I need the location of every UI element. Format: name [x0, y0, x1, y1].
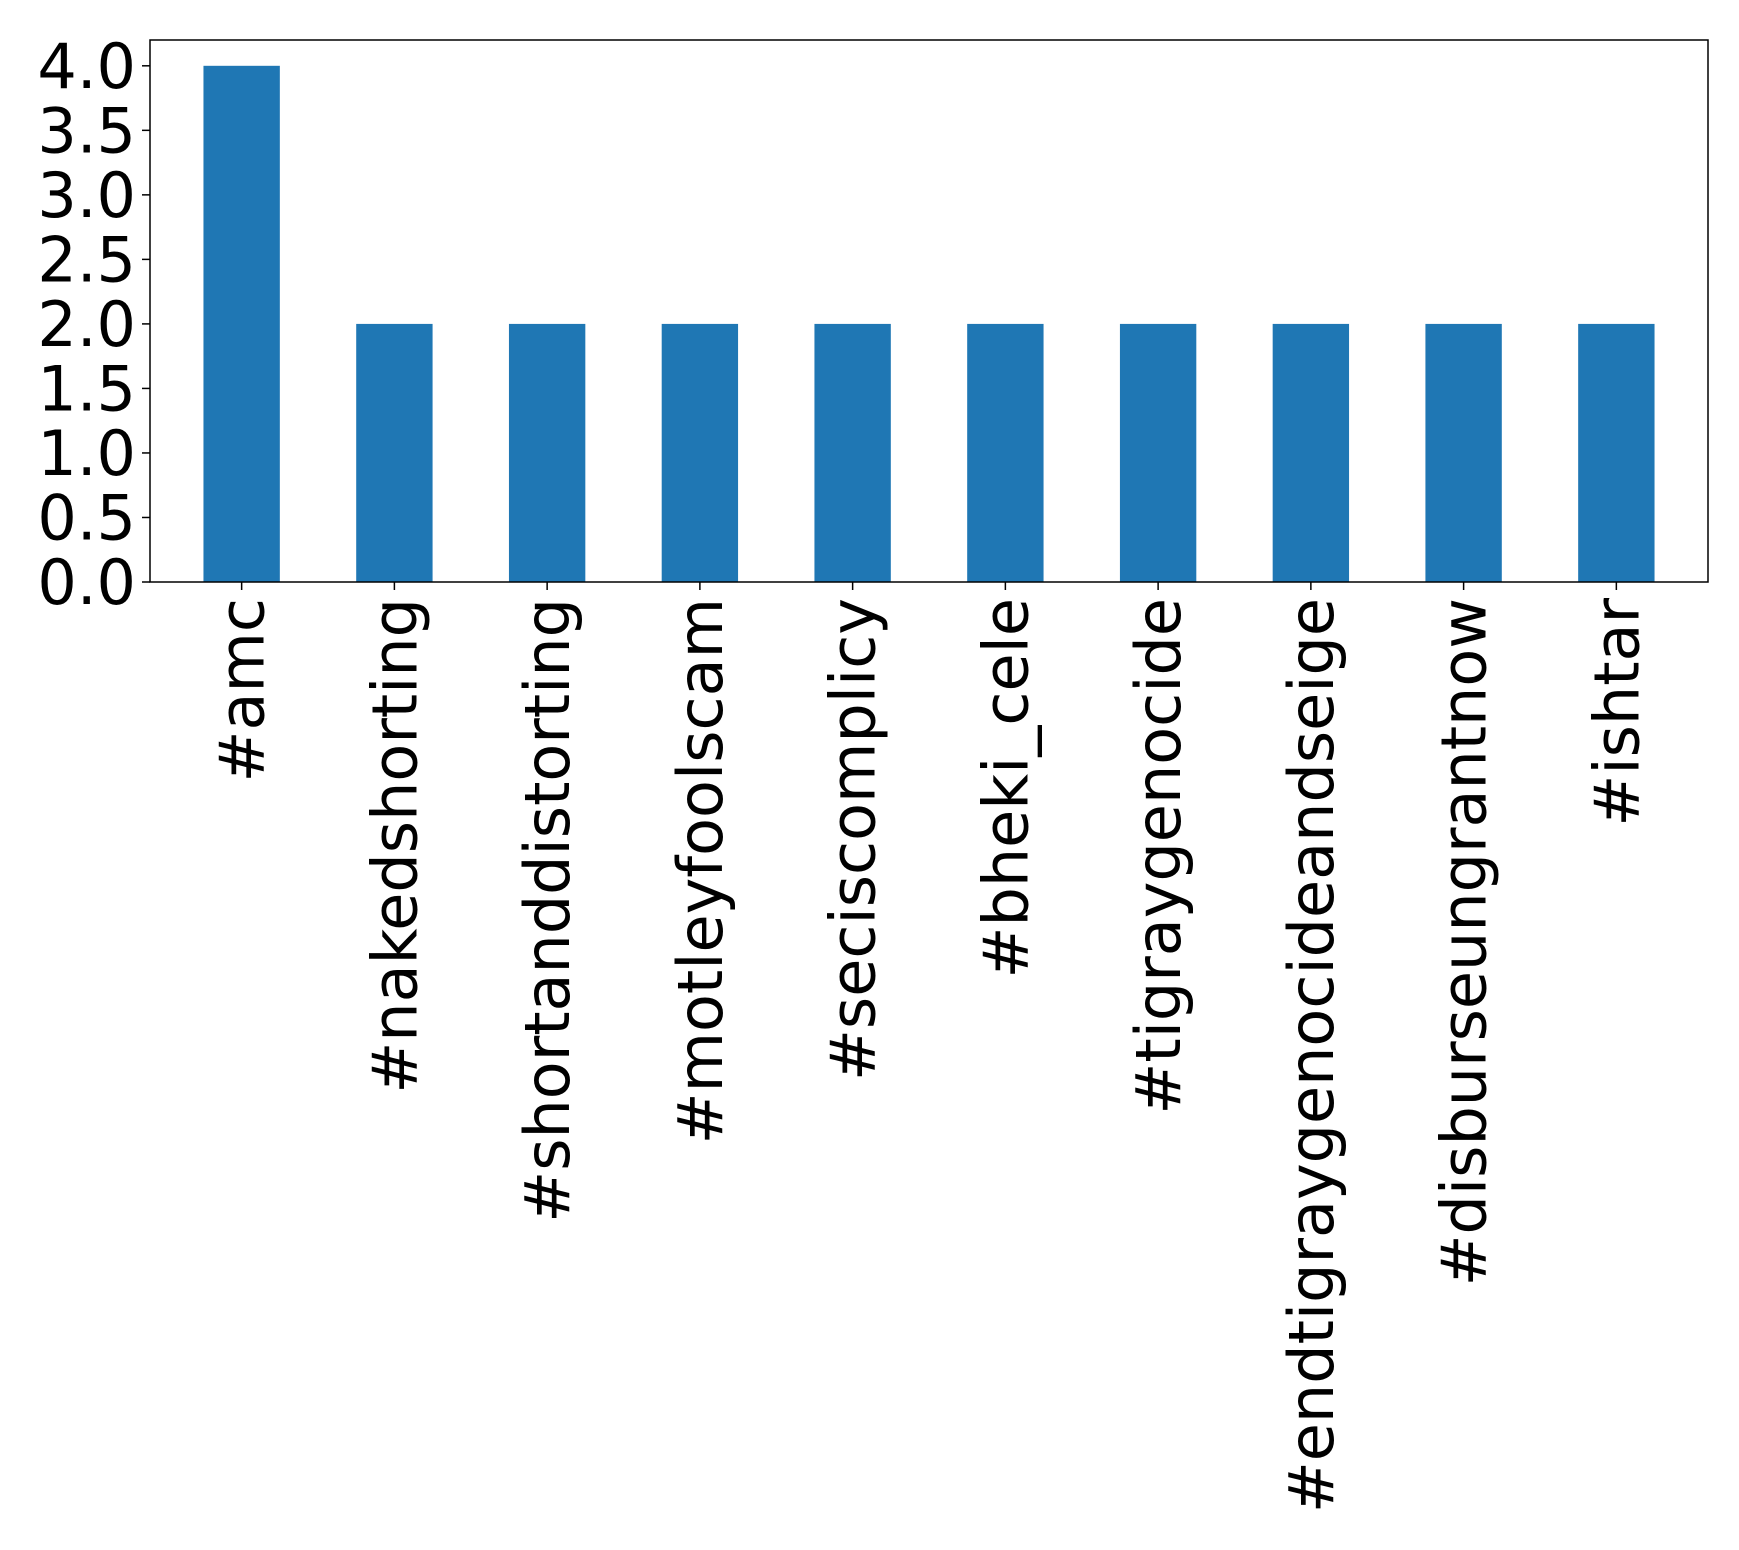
x-tick-label: #ishtar	[1580, 598, 1653, 827]
bar-bheki_cele	[967, 323, 1044, 582]
x-tick-label: #disburseungrantnow	[1428, 598, 1501, 1286]
y-tick-label: 3.5	[37, 94, 136, 167]
y-tick-label: 1.5	[37, 352, 136, 425]
y-tick-label: 0.5	[37, 481, 136, 554]
bar-disburseungrantnow	[1425, 323, 1502, 582]
x-tick-label: #amc	[206, 598, 279, 782]
y-tick-label: 2.5	[37, 223, 136, 296]
y-tick-label: 4.0	[37, 30, 136, 103]
bar-shortanddistorting	[508, 323, 586, 582]
y-tick-label: 3.0	[37, 159, 136, 232]
bar-endtigraygenocideandseige	[1272, 323, 1350, 582]
bars	[203, 65, 1655, 583]
y-tick-label: 2.0	[37, 288, 136, 361]
bar-amc	[203, 65, 280, 583]
plot-frame	[149, 39, 1709, 583]
bar-motleyfoolscam	[661, 323, 739, 582]
y-axis: 0.00.51.01.52.02.53.03.54.0	[37, 30, 150, 619]
x-tick-label: #nakedshorting	[358, 598, 431, 1094]
x-tick-label: #motleyfoolscam	[664, 598, 737, 1144]
x-axis: #amc #nakedshorting #shortanddistorting #mo…	[206, 582, 1653, 1513]
x-tick-label: #bheki_cele	[969, 598, 1042, 978]
y-tick-label: 1.0	[37, 417, 136, 490]
x-tick-label: #shortanddistorting	[511, 598, 584, 1223]
y-tick-label: 0.0	[37, 546, 136, 619]
bar-ishtar	[1578, 323, 1655, 582]
bar-nakedshorting	[356, 323, 433, 582]
x-tick-label: #endtigraygenocideandseige	[1275, 598, 1348, 1513]
bar-seciscomplicy	[814, 323, 891, 582]
x-tick-label: #tigraygenocide	[1122, 598, 1195, 1115]
bar-tigraygenocide	[1119, 323, 1197, 582]
x-tick-label: #seciscomplicy	[817, 598, 890, 1081]
